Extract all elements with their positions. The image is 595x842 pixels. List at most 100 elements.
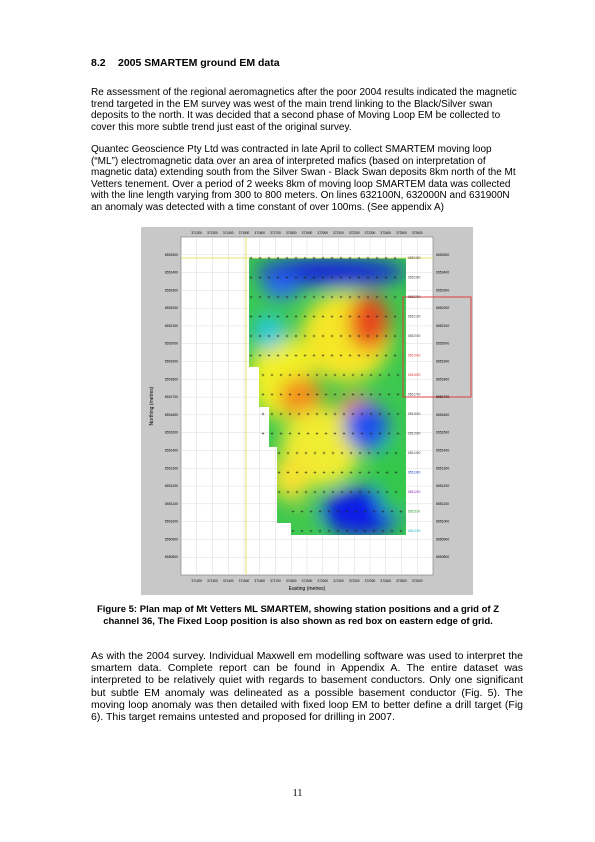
- station-marker: [304, 451, 308, 455]
- station-marker: [276, 295, 280, 299]
- paragraph-survey: Quantec Geoscience Pty Ltd was contracte…: [91, 144, 516, 213]
- y-tick-label-right: 6551600: [436, 413, 449, 417]
- station-marker: [366, 315, 370, 318]
- station-marker: [276, 334, 280, 338]
- station-marker: [345, 529, 349, 533]
- station-marker: [369, 432, 373, 435]
- station-marker: [381, 510, 385, 513]
- station-marker: [354, 510, 358, 513]
- station-marker: [351, 412, 355, 416]
- x-tick-label-bottom: 371500: [239, 579, 250, 583]
- y-tick-label-left: 6552000: [165, 342, 178, 346]
- station-marker: [366, 334, 370, 338]
- station-marker: [385, 490, 389, 494]
- x-tick-label-top: 371800: [286, 231, 297, 235]
- station-marker: [288, 432, 292, 435]
- station-marker: [303, 295, 307, 299]
- y-tick-label-right: 6551800: [436, 377, 449, 381]
- station-marker: [385, 451, 389, 455]
- station-marker: [276, 256, 280, 260]
- station-marker: [294, 276, 298, 279]
- station-marker: [313, 490, 317, 494]
- station-marker: [348, 276, 352, 279]
- station-marker: [393, 276, 397, 279]
- station-marker: [384, 276, 388, 279]
- x-axis-label: Easting (metres): [289, 586, 326, 592]
- station-marker: [249, 295, 253, 299]
- station-marker: [375, 354, 379, 357]
- station-marker: [318, 529, 322, 533]
- station-marker: [270, 393, 274, 396]
- station-marker: [313, 471, 317, 474]
- station-marker: [277, 471, 281, 474]
- x-tick-label-top: 372400: [380, 231, 391, 235]
- station-marker: [333, 432, 337, 435]
- station-marker: [384, 295, 388, 299]
- station-marker: [261, 412, 265, 416]
- station-marker: [294, 256, 298, 260]
- line-label: 6552400: [408, 256, 421, 260]
- station-marker: [295, 451, 299, 455]
- station-marker: [376, 490, 380, 494]
- line-label: 6551500: [408, 432, 421, 436]
- line-label: 6551000: [408, 529, 421, 533]
- station-marker: [372, 529, 376, 533]
- station-marker: [315, 412, 319, 416]
- station-marker: [291, 510, 295, 513]
- x-tick-label-bottom: 371700: [270, 579, 281, 583]
- station-marker: [312, 354, 316, 357]
- station-marker: [312, 334, 316, 338]
- station-marker: [327, 510, 331, 513]
- station-marker: [285, 256, 289, 260]
- station-marker: [313, 451, 317, 455]
- y-tick-label-left: 6552100: [165, 324, 178, 328]
- station-marker: [339, 315, 343, 318]
- station-marker: [304, 471, 308, 474]
- station-marker: [366, 276, 370, 279]
- station-marker: [324, 412, 328, 416]
- station-marker: [285, 334, 289, 338]
- x-tick-label-bottom: 372100: [333, 579, 344, 583]
- station-marker: [315, 432, 319, 435]
- station-marker: [330, 295, 334, 299]
- station-marker: [303, 354, 307, 357]
- station-marker: [279, 393, 283, 396]
- station-marker: [258, 354, 262, 357]
- station-marker: [372, 510, 376, 513]
- station-marker: [312, 295, 316, 299]
- station-marker: [387, 432, 391, 435]
- station-marker: [360, 393, 364, 396]
- station-marker: [354, 529, 358, 533]
- station-marker: [331, 490, 335, 494]
- y-tick-label-right: 6551300: [436, 466, 449, 470]
- y-tick-label-left: 6552400: [165, 271, 178, 275]
- station-marker: [396, 393, 400, 396]
- station-marker: [321, 354, 325, 357]
- x-tick-label-top: 371400: [223, 231, 234, 235]
- station-marker: [396, 373, 400, 377]
- station-marker: [358, 451, 362, 455]
- station-marker: [315, 393, 319, 396]
- section-heading: 8.2 2005 SMARTEM ground EM data: [91, 57, 280, 69]
- station-marker: [321, 256, 325, 260]
- station-marker: [366, 354, 370, 357]
- station-marker: [249, 256, 253, 260]
- station-marker: [258, 315, 262, 318]
- x-tick-labels: 371200 371200 371300 371300 371400 371400 3715…: [191, 231, 422, 583]
- x-tick-label-top: 372300: [365, 231, 376, 235]
- y-tick-label-left: 6550800: [165, 555, 178, 559]
- station-marker: [306, 432, 310, 435]
- x-tick-label-top: 372100: [333, 231, 344, 235]
- y-tick-label-left: 6551500: [165, 431, 178, 435]
- station-marker: [360, 432, 364, 435]
- page-number: 11: [292, 788, 303, 799]
- station-marker: [321, 334, 325, 338]
- x-tick-label-bottom: 371800: [286, 579, 297, 583]
- station-marker: [357, 354, 361, 357]
- station-marker: [249, 276, 253, 279]
- station-marker: [249, 354, 253, 357]
- station-marker: [363, 510, 367, 513]
- station-marker: [357, 315, 361, 318]
- station-marker: [294, 334, 298, 338]
- station-marker: [399, 510, 403, 513]
